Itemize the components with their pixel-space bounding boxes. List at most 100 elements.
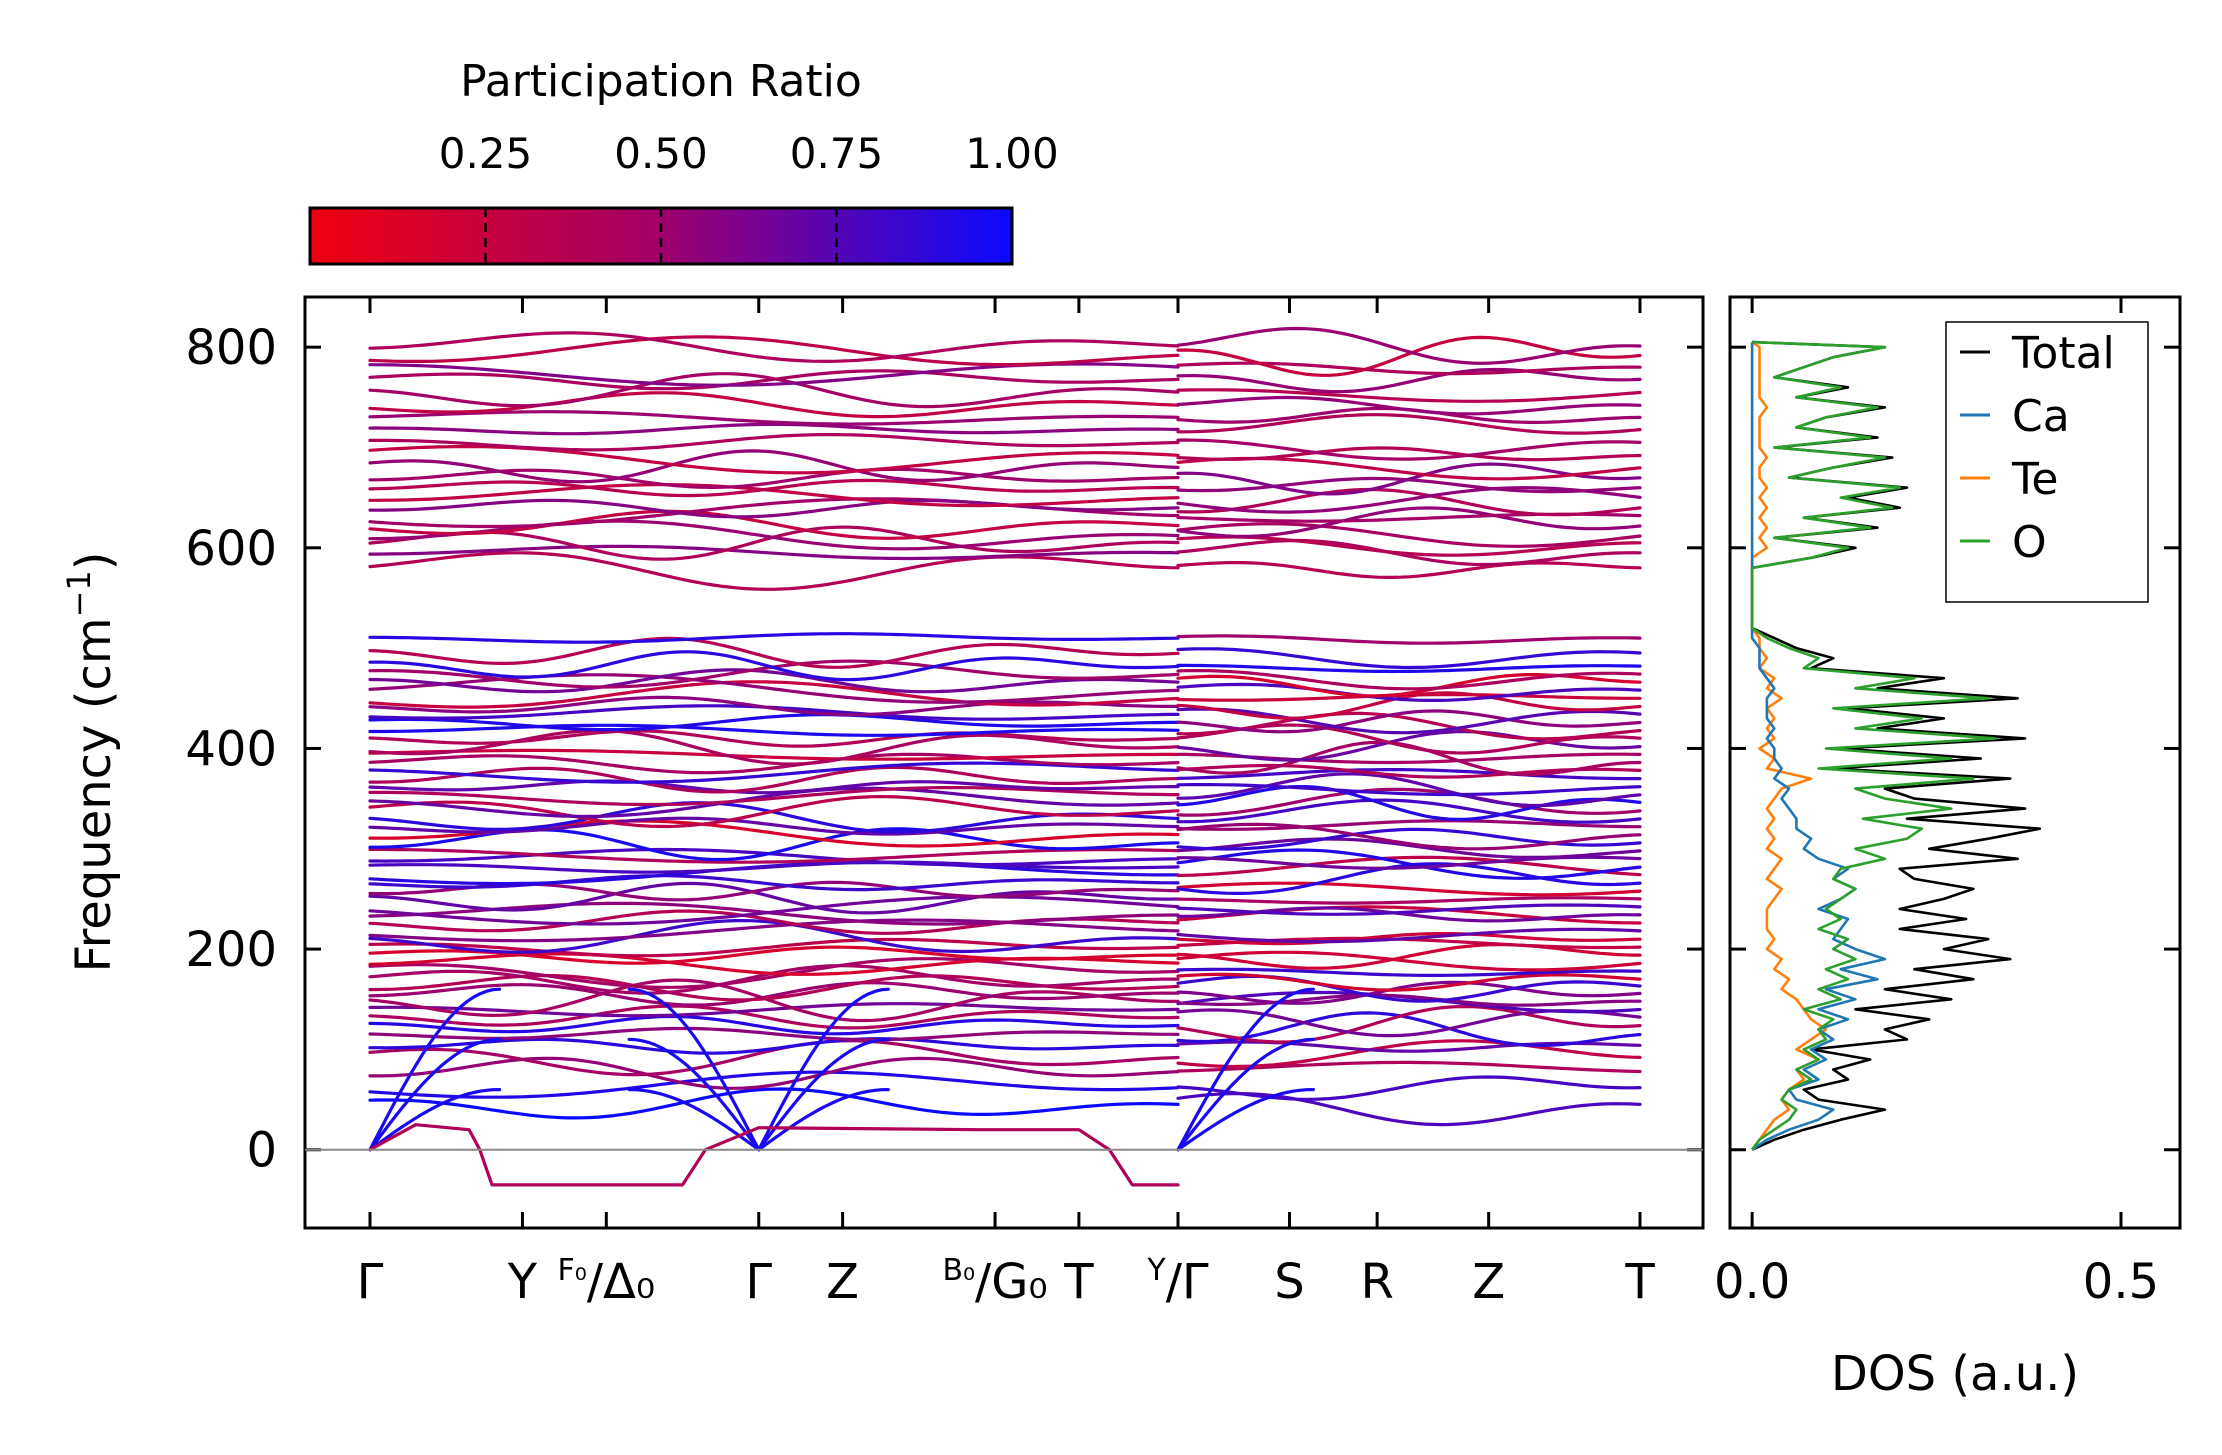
phonon-band: [1176, 367, 1642, 394]
phonon-band: [368, 895, 1180, 926]
phonon-band: [1176, 462, 1642, 496]
phonon-band: [1176, 438, 1642, 461]
k-point-label: Y/Γ: [1146, 1253, 1209, 1310]
phonon-band: [368, 919, 1180, 954]
dos-legend-box: [1945, 321, 2149, 603]
k-point-label: Z: [1472, 1254, 1505, 1310]
acoustic-band: [627, 1037, 761, 1152]
acoustic-band: [757, 987, 890, 1152]
k-point-label: T: [1063, 1254, 1094, 1310]
k-point-label: Z: [826, 1254, 859, 1310]
phonon-band: [1176, 785, 1642, 821]
phonon-band: [1176, 707, 1642, 735]
acoustic-band: [1176, 987, 1315, 1152]
colorbar-label: Participation Ratio: [460, 56, 862, 107]
y-tick-label: 0: [246, 1123, 277, 1179]
phonon-band: [368, 695, 1180, 717]
phonon-band: [1176, 361, 1642, 376]
phonon-band: [1176, 1092, 1642, 1127]
k-point-label: T: [1624, 1254, 1655, 1310]
phonon-band: [1176, 1039, 1642, 1069]
phonon-band: [1176, 932, 1642, 946]
phonon-band: [1176, 763, 1642, 779]
k-point-label: Γ: [357, 1254, 384, 1310]
phonon-band: [368, 632, 1180, 644]
phonon-band: [368, 795, 1180, 829]
phonon-band: [368, 544, 1180, 561]
phonon-band: [368, 1004, 1180, 1030]
phonon-band: [368, 668, 1180, 694]
phonon-band: [1176, 535, 1642, 557]
acoustic-band: [1176, 1037, 1315, 1152]
phonon-band: [368, 860, 1180, 874]
phonon-band: [368, 881, 1180, 915]
phonon-band: [368, 723, 1180, 737]
phonon-band: [1176, 798, 1642, 824]
phonon-band: [1176, 663, 1642, 674]
colorbar-tick-label: 1.00: [965, 129, 1059, 178]
y-tick-label: 400: [185, 721, 277, 777]
legend-label: O: [2012, 517, 2047, 568]
phonon-band: [1176, 326, 1642, 365]
colorbar-tick-label: 0.50: [614, 129, 708, 178]
phonon-band: [368, 680, 1180, 709]
phonon-band: [1176, 967, 1642, 977]
phonon-band: [1176, 993, 1642, 1007]
k-point-label: R: [1360, 1254, 1393, 1310]
phonon-band: [368, 981, 1180, 1007]
phonon-band: [1176, 903, 1642, 916]
phonon-band: [1176, 561, 1642, 579]
phonon-band: [368, 786, 1180, 807]
acoustic-band: [1176, 1088, 1315, 1152]
phonon-band: [1176, 848, 1642, 880]
phonon-band: [1176, 711, 1642, 741]
acoustic-band: [368, 987, 502, 1152]
phonon-band: [368, 1002, 1180, 1018]
phonon-band: [368, 761, 1180, 784]
dos-series-ca: [1750, 342, 1887, 1151]
phonon-band: [368, 1070, 1180, 1099]
colorbar-tick-label: 0.25: [439, 129, 533, 178]
phonon-band: [368, 874, 1180, 892]
phonon-band: [368, 1039, 1180, 1077]
phonon-band: [368, 729, 1180, 766]
phonon-band: [1176, 1075, 1642, 1101]
phonon-band: [1176, 1060, 1642, 1074]
phonon-band: [1176, 772, 1642, 808]
phonon-band: [1176, 787, 1642, 817]
phonon-band: [1176, 950, 1642, 972]
phonon-band: [368, 335, 1180, 367]
y-tick-label: 800: [185, 320, 277, 376]
dos-panel: 0.0 0.5 DOS (a.u.) Total Ca Te O: [1714, 295, 2182, 1402]
phonon-band: [368, 1056, 1180, 1090]
colorbar-tick-label: 0.75: [790, 129, 884, 178]
dos-series-o: [1750, 340, 1997, 1151]
phonon-band: [368, 801, 1180, 834]
phonon-band: [1176, 682, 1642, 702]
phonon-band: [368, 498, 1180, 519]
phonon-band: [368, 752, 1180, 775]
phonon-band: [1176, 693, 1642, 702]
dos-axes-frame: [1728, 295, 2182, 1230]
dos-series-te: [1750, 341, 1828, 1151]
phonon-band: [1176, 896, 1642, 905]
phonon-band: [368, 1014, 1180, 1036]
acoustic-band: [368, 1037, 502, 1152]
legend-label: Total: [2011, 328, 2115, 379]
phonon-band: [368, 957, 1180, 989]
phonon-band: [1176, 972, 1642, 992]
phonon-band: [1176, 819, 1642, 831]
phonon-band: [1176, 487, 1642, 517]
k-point-label: F₀/Δ₀: [558, 1253, 656, 1310]
phonon-band: [368, 650, 1180, 682]
phonon-band: [368, 779, 1180, 795]
phonon-band: [1176, 837, 1642, 859]
phonon-band: [1176, 486, 1642, 514]
phonon-band: [1176, 446, 1642, 462]
phonon-band: [368, 410, 1180, 426]
phonon-band: [368, 422, 1180, 436]
acoustic-band: [627, 987, 761, 1152]
phonon-band: [1176, 634, 1642, 645]
phonon-band: [1176, 881, 1642, 897]
